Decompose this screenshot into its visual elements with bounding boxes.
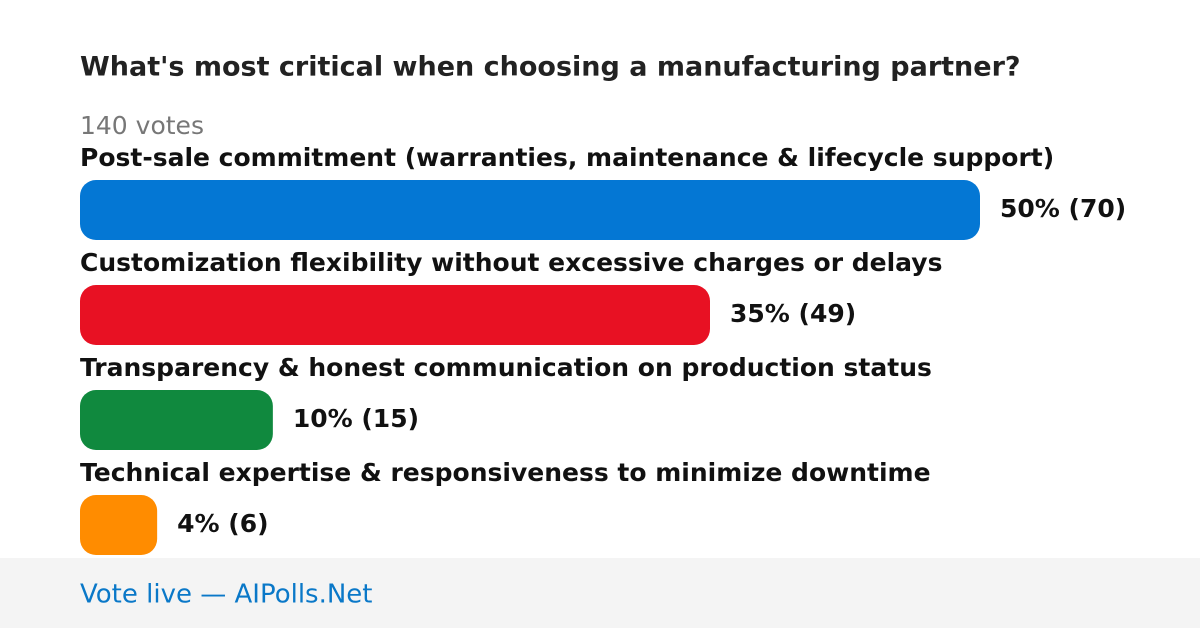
footer-link[interactable]: Vote live — AIPolls.Net (80, 580, 373, 610)
footer-bar (0, 558, 1200, 628)
vote-count: 140 votes (80, 111, 204, 140)
value-label: 4% (6) (177, 509, 268, 538)
option-label: Technical expertise & responsiveness to … (80, 458, 931, 487)
option-label: Post-sale commitment (warranties, mainte… (80, 143, 1054, 172)
option-label: Transparency & honest communication on p… (80, 353, 932, 382)
bar (80, 180, 980, 240)
option-label: Customization flexibility without excess… (80, 248, 942, 277)
bar (80, 390, 273, 450)
bar (80, 495, 158, 555)
value-label: 35% (49) (730, 299, 856, 328)
bar (80, 285, 710, 345)
value-label: 10% (15) (293, 404, 419, 433)
value-label: 50% (70) (1000, 194, 1126, 223)
chart-title: What's most critical when choosing a man… (80, 52, 1021, 83)
